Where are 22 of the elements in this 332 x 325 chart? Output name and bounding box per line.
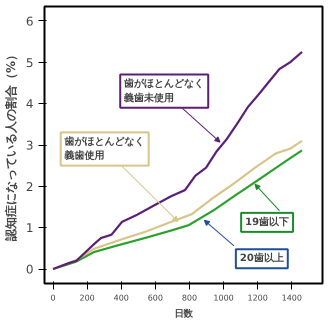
y-tick-label: 1	[26, 221, 34, 236]
x-tick-label: 600	[148, 294, 164, 302]
x-tick-label: 1400	[282, 294, 302, 302]
line-series	[52, 50, 304, 270]
x-tick-label: 800	[182, 294, 198, 302]
y-tick-label: 2	[26, 180, 34, 194]
y-tick-label: 3	[26, 138, 34, 152]
x-tick-label: 1000	[213, 294, 234, 302]
annotation: 歯がほとんどなく義歯使用	[64, 135, 145, 162]
x-axis-title: 日数	[174, 308, 194, 320]
x-tick-label: 400	[114, 294, 129, 302]
y-axis-title: 認知症になっている人の割合（%）	[4, 48, 18, 242]
y-tick-label: 4	[26, 97, 34, 112]
x-tick-label: 200	[80, 294, 95, 302]
annotation: 20歯以上	[240, 252, 284, 264]
annotation: 19歯以下	[245, 216, 290, 228]
annotation: 歯がほとんどなく義歯未使用	[123, 77, 204, 104]
y-tick-label: 6	[26, 14, 34, 28]
y-tick-label: 5	[26, 56, 34, 70]
x-tick-label: 1200	[248, 294, 268, 302]
y-tick-label: 0	[26, 262, 34, 277]
x-tick-label: 0	[50, 294, 56, 302]
